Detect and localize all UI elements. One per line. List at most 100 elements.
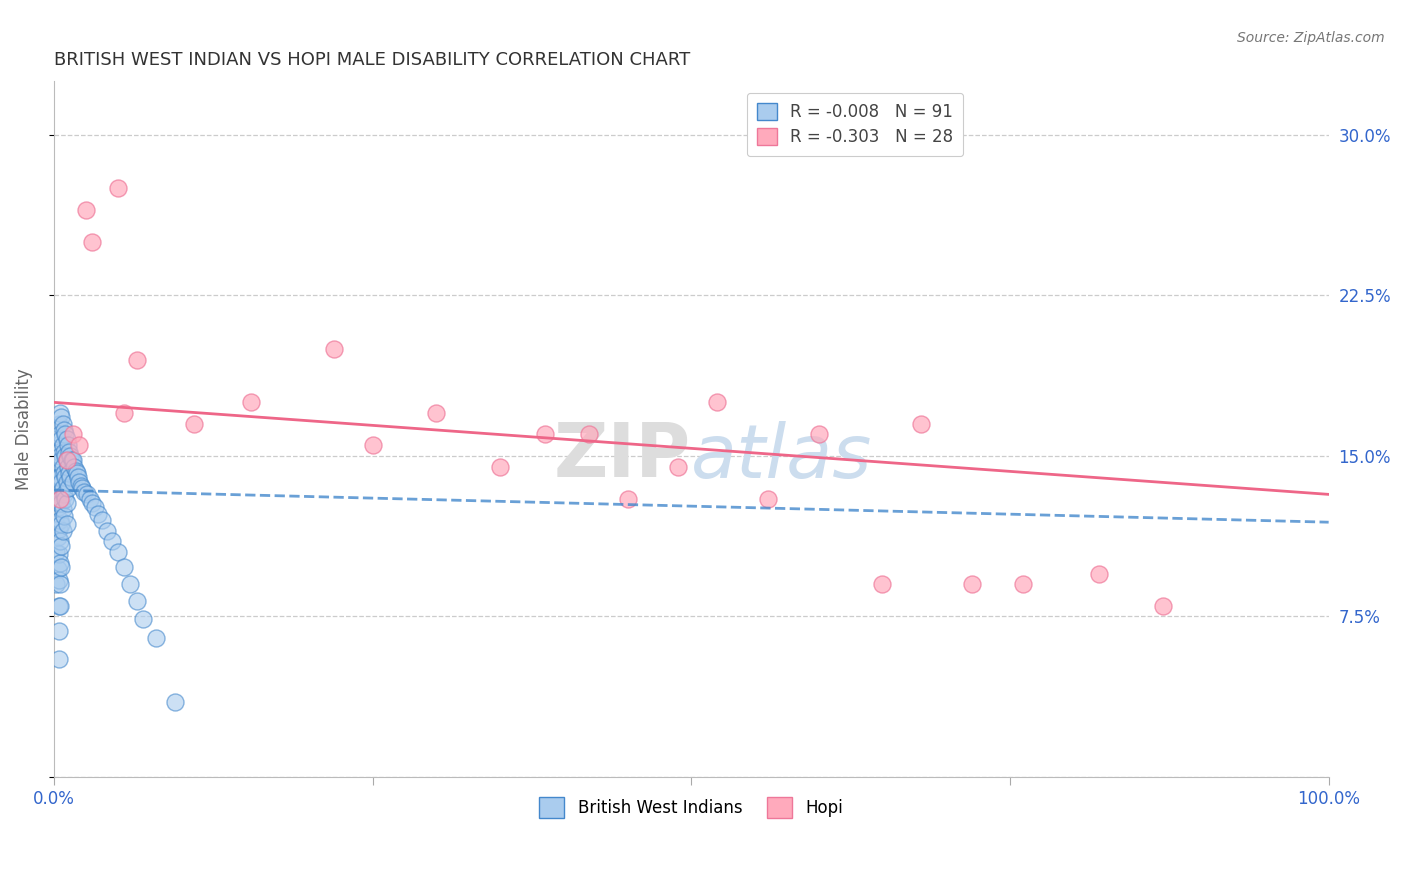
- Point: [53, 508, 76, 523]
- Point: [67, 438, 90, 452]
- Point: [361, 438, 384, 452]
- Point: [46, 562, 69, 576]
- Point: [66, 466, 89, 480]
- Point: [960, 577, 983, 591]
- Point: [48, 417, 70, 431]
- Point: [55, 517, 77, 532]
- Point: [1088, 566, 1111, 581]
- Point: [49, 491, 72, 506]
- Point: [48, 470, 70, 484]
- Point: [51, 560, 73, 574]
- Point: [163, 695, 186, 709]
- Text: Source: ZipAtlas.com: Source: ZipAtlas.com: [1237, 31, 1385, 45]
- Point: [49, 491, 72, 506]
- Point: [51, 410, 73, 425]
- Point: [62, 475, 84, 489]
- Point: [52, 524, 75, 538]
- Point: [52, 481, 75, 495]
- Y-axis label: Male Disability: Male Disability: [15, 368, 32, 490]
- Point: [107, 181, 129, 195]
- Point: [616, 491, 638, 506]
- Point: [67, 470, 90, 484]
- Point: [183, 417, 205, 431]
- Point: [51, 475, 73, 489]
- Point: [51, 517, 73, 532]
- Point: [45, 545, 67, 559]
- Point: [53, 449, 76, 463]
- Point: [578, 427, 600, 442]
- Point: [706, 395, 728, 409]
- Point: [52, 438, 75, 452]
- Point: [48, 652, 70, 666]
- Point: [48, 522, 70, 536]
- Point: [62, 453, 84, 467]
- Point: [125, 594, 148, 608]
- Point: [76, 487, 98, 501]
- Point: [96, 524, 118, 538]
- Point: [323, 342, 346, 356]
- Point: [60, 453, 83, 467]
- Point: [1011, 577, 1033, 591]
- Point: [49, 513, 72, 527]
- Point: [87, 507, 110, 521]
- Point: [49, 406, 72, 420]
- Point: [56, 481, 79, 495]
- Point: [46, 500, 69, 515]
- Point: [55, 432, 77, 446]
- Point: [120, 577, 142, 591]
- Point: [55, 496, 77, 510]
- Point: [55, 475, 77, 489]
- Point: [58, 444, 80, 458]
- Point: [55, 453, 77, 467]
- Point: [56, 438, 79, 452]
- Point: [45, 517, 67, 532]
- Point: [62, 427, 84, 442]
- Point: [53, 487, 76, 501]
- Point: [55, 453, 77, 467]
- Point: [58, 466, 80, 480]
- Point: [65, 464, 87, 478]
- Point: [56, 459, 79, 474]
- Point: [132, 611, 155, 625]
- Point: [112, 560, 135, 574]
- Point: [45, 487, 67, 501]
- Point: [48, 547, 70, 561]
- Point: [425, 406, 447, 420]
- Point: [59, 470, 82, 484]
- Point: [67, 475, 90, 489]
- Point: [807, 427, 830, 442]
- Point: [1152, 599, 1174, 613]
- Point: [48, 496, 70, 510]
- Point: [75, 202, 97, 217]
- Point: [53, 444, 76, 458]
- Point: [668, 459, 690, 474]
- Point: [910, 417, 932, 431]
- Point: [59, 449, 82, 463]
- Legend: British West Indians, Hopi: British West Indians, Hopi: [533, 790, 851, 824]
- Point: [80, 235, 103, 249]
- Point: [53, 423, 76, 437]
- Point: [46, 438, 69, 452]
- Point: [489, 459, 512, 474]
- Text: ZIP: ZIP: [554, 420, 692, 493]
- Point: [240, 395, 263, 409]
- Text: atlas: atlas: [692, 421, 873, 493]
- Point: [53, 470, 76, 484]
- Point: [112, 406, 135, 420]
- Point: [53, 491, 76, 506]
- Point: [80, 496, 103, 510]
- Point: [49, 556, 72, 570]
- Point: [53, 466, 76, 480]
- Point: [70, 481, 93, 495]
- Point: [51, 453, 73, 467]
- Point: [49, 470, 72, 484]
- Point: [49, 449, 72, 463]
- Point: [49, 534, 72, 549]
- Point: [53, 427, 76, 442]
- Point: [69, 479, 91, 493]
- Point: [79, 491, 101, 506]
- Point: [63, 459, 86, 474]
- Point: [145, 631, 167, 645]
- Point: [49, 577, 72, 591]
- Point: [52, 502, 75, 516]
